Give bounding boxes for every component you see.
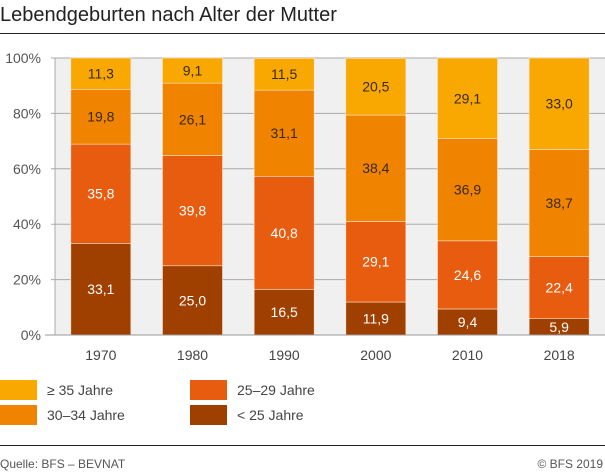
legend-item: < 25 Jahre (190, 405, 304, 425)
bar-segment (345, 57, 407, 116)
copyright: © BFS 2019 (537, 457, 603, 471)
data-label: 39,8 (179, 203, 206, 219)
data-label: 40,8 (271, 225, 298, 241)
legend-swatch (190, 405, 227, 425)
x-tick-label: 2000 (360, 347, 391, 363)
y-tick-label: 60% (13, 161, 41, 177)
bar-segment (437, 240, 498, 310)
data-label: 33,0 (546, 96, 573, 112)
legend-swatch (0, 380, 37, 400)
bar-segment (528, 149, 590, 257)
data-label: 25,0 (179, 292, 206, 308)
bar-segment (162, 155, 223, 267)
data-label: 22,4 (546, 280, 573, 296)
y-tick-label: 20% (13, 272, 41, 288)
bar-segment (345, 221, 407, 303)
bar-segment (162, 57, 223, 84)
y-tick-label: 80% (13, 105, 41, 121)
y-tick-label: 40% (13, 216, 41, 232)
bar-segment (437, 57, 498, 139)
data-label: 5,9 (549, 319, 569, 335)
legend-item: ≥ 35 Jahre (0, 380, 113, 400)
legend-swatch (0, 405, 37, 425)
legend-label: < 25 Jahre (237, 407, 304, 423)
data-label: 19,8 (87, 109, 114, 125)
bar-segment (253, 57, 315, 91)
bar-segment (70, 57, 132, 90)
data-label: 33,1 (87, 281, 114, 297)
data-label: 36,9 (454, 182, 481, 198)
bar-segment (345, 301, 407, 336)
title-rule (0, 33, 605, 34)
legend-label: ≥ 35 Jahre (47, 382, 114, 398)
x-tick-label: 1980 (177, 347, 208, 363)
data-label: 20,5 (362, 79, 389, 95)
chart-title: Lebendgeburten nach Alter der Mutter (0, 4, 337, 26)
legend-item: 30–34 Jahre (0, 405, 125, 425)
data-label: 29,1 (362, 254, 389, 270)
bar-segment (345, 114, 407, 222)
bar-segment (70, 243, 132, 336)
bar-segment (253, 175, 315, 290)
data-label: 9,1 (183, 63, 203, 79)
bar-segment (437, 308, 498, 336)
data-label: 24,6 (454, 267, 481, 283)
data-label: 38,7 (546, 195, 573, 211)
data-label: 11,3 (88, 66, 114, 82)
data-label: 26,1 (179, 111, 206, 127)
y-tick-label: 0% (21, 327, 41, 343)
plot-background (55, 58, 605, 335)
x-tick-label: 1970 (85, 347, 116, 363)
footer-rule (0, 445, 605, 446)
chart-plot: 0% 20% 40% 60% 80% 100% 33,1 35,8 19,8 11,3 1970 25… (5, 50, 605, 363)
data-label: 11,9 (363, 311, 389, 327)
y-tick-label: 100% (5, 50, 41, 66)
x-tick-label: 2018 (544, 347, 575, 363)
x-tick-label: 2010 (452, 347, 483, 363)
data-label: 29,1 (454, 90, 481, 106)
bar-segment (70, 143, 132, 244)
legend-label: 30–34 Jahre (47, 407, 125, 423)
legend-label: 25–29 Jahre (237, 382, 315, 398)
data-label: 9,4 (458, 314, 478, 330)
source-note: Quelle: BFS – BEVNAT (0, 457, 126, 471)
legend-item: 25–29 Jahre (190, 380, 315, 400)
bar-segment (70, 89, 132, 145)
bar-segment (437, 138, 498, 242)
legend-swatch (190, 380, 227, 400)
data-label: 11,5 (271, 66, 297, 82)
data-label: 35,8 (87, 186, 114, 202)
bar-segment (528, 57, 590, 150)
bar-segment (253, 288, 315, 336)
data-label: 38,4 (362, 160, 389, 176)
x-tick-label: 1990 (269, 347, 300, 363)
data-label: 31,1 (271, 125, 298, 141)
bar-segment (528, 256, 590, 319)
data-label: 16,5 (271, 304, 298, 320)
